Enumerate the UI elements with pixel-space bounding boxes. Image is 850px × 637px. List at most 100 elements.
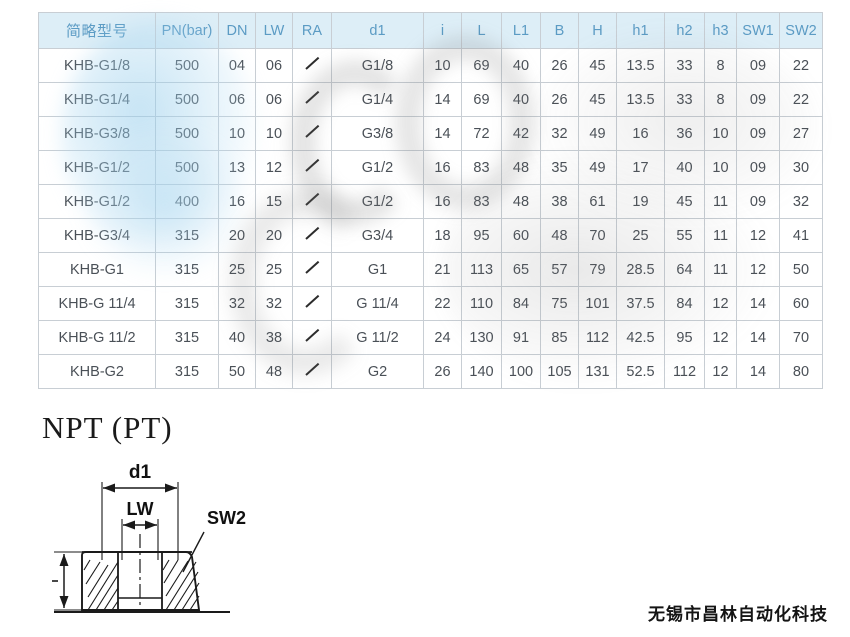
table-row: KHB-G1 315 25 25 G1 21 113 65 57 79 28.5 64 11 12 50 — [38, 252, 823, 287]
cell-h: 61 — [578, 184, 617, 219]
column-header-d1: d1 — [331, 12, 424, 49]
cell-l: 130 — [461, 320, 502, 355]
cell-dn: 50 — [218, 354, 256, 389]
hatch-left — [83, 559, 119, 611]
cell-h1: 42.5 — [616, 320, 665, 355]
column-header-h3: h3 — [704, 12, 737, 49]
cell-l: 83 — [461, 150, 502, 185]
cell-pn: 500 — [155, 48, 219, 83]
cell-sw2: 27 — [779, 116, 823, 151]
cell-l: 72 — [461, 116, 502, 151]
table-header: 简略型号 PN(bar) DN LW RA d1 i L L1 B H h1 h… — [38, 12, 823, 49]
ra-slash-icon — [305, 362, 320, 377]
cell-model: KHB-G3/8 — [38, 116, 156, 151]
cell-d1: G1/2 — [331, 150, 424, 185]
sw2-leader — [182, 531, 205, 573]
cell-h3: 8 — [704, 48, 737, 83]
table-row: KHB-G1/4 500 06 06 G1/4 14 69 40 26 45 13.5 33 8 09 22 — [38, 82, 823, 117]
cell-d1: G 11/4 — [331, 286, 424, 321]
cell-h2: 45 — [664, 184, 705, 219]
cell-b: 85 — [540, 320, 579, 355]
technical-drawing: d1 LW SW2 — [52, 462, 322, 637]
company-name: 无锡市昌林自动化科技 — [648, 605, 828, 625]
cell-sw2: 30 — [779, 150, 823, 185]
cell-sw2: 22 — [779, 82, 823, 117]
cell-model: KHB-G 11/4 — [38, 286, 156, 321]
cell-d1: G1 — [331, 252, 424, 287]
cell-sw2: 41 — [779, 218, 823, 253]
cell-h3: 12 — [704, 354, 737, 389]
cell-b: 105 — [540, 354, 579, 389]
ra-slash-icon — [305, 90, 320, 105]
cell-dn: 10 — [218, 116, 256, 151]
cell-b: 26 — [540, 48, 579, 83]
cell-l1: 60 — [501, 218, 541, 253]
cell-sw1: 09 — [736, 150, 780, 185]
table-row: KHB-G1/2 500 13 12 G1/2 16 83 48 35 49 17 40 10 09 30 — [38, 150, 823, 185]
cell-b: 32 — [540, 116, 579, 151]
cell-h3: 10 — [704, 116, 737, 151]
cell-h2: 112 — [664, 354, 705, 389]
cell-model: KHB-G1 — [38, 252, 156, 287]
cell-sw1: 14 — [736, 354, 780, 389]
cell-i: 26 — [423, 354, 462, 389]
column-header-ra: RA — [292, 12, 332, 49]
cell-dn: 13 — [218, 150, 256, 185]
cell-ra — [292, 252, 332, 287]
cell-pn: 500 — [155, 150, 219, 185]
table-row: KHB-G1/2 400 16 15 G1/2 16 83 48 38 61 19 45 11 09 32 — [38, 184, 823, 219]
cell-b: 35 — [540, 150, 579, 185]
cell-lw: 15 — [255, 184, 293, 219]
cell-l1: 65 — [501, 252, 541, 287]
column-header-l1: L1 — [501, 12, 541, 49]
cell-dn: 20 — [218, 218, 256, 253]
cell-h2: 33 — [664, 82, 705, 117]
cell-sw1: 09 — [736, 116, 780, 151]
cell-h1: 37.5 — [616, 286, 665, 321]
cell-pn: 315 — [155, 252, 219, 287]
cell-h1: 16 — [616, 116, 665, 151]
ra-slash-icon — [305, 192, 320, 207]
cell-h1: 17 — [616, 150, 665, 185]
cell-model: KHB-G1/2 — [38, 150, 156, 185]
cell-h1: 19 — [616, 184, 665, 219]
drawing-svg: d1 LW SW2 — [52, 462, 246, 613]
ra-slash-icon — [305, 158, 320, 173]
column-header-h: H — [578, 12, 617, 49]
cell-l: 113 — [461, 252, 502, 287]
cell-i: 16 — [423, 150, 462, 185]
cell-h3: 12 — [704, 286, 737, 321]
cell-dn: 16 — [218, 184, 256, 219]
cell-h3: 8 — [704, 82, 737, 117]
column-header-sw2: SW2 — [779, 12, 823, 49]
table-row: KHB-G3/4 315 20 20 G3/4 18 95 60 48 70 25 55 11 12 41 — [38, 218, 823, 253]
table-body: KHB-G1/8 500 04 06 G1/8 10 69 40 26 45 13.5 33 8 09 22… — [38, 48, 823, 389]
spec-table-container: 简略型号 PN(bar) DN LW RA d1 i L L1 B H h1 h… — [38, 12, 823, 389]
cell-lw: 32 — [255, 286, 293, 321]
ra-slash-icon — [305, 328, 320, 343]
cell-h: 49 — [578, 116, 617, 151]
cell-h2: 84 — [664, 286, 705, 321]
cell-dn: 06 — [218, 82, 256, 117]
cell-sw1: 12 — [736, 252, 780, 287]
table-row: KHB-G2 315 50 48 G2 26 140 100 105 131 52.5 112 12 14… — [38, 354, 823, 389]
ra-slash-icon — [305, 124, 320, 139]
ra-slash-icon — [305, 226, 320, 241]
cell-h: 45 — [578, 48, 617, 83]
cell-d1: G3/4 — [331, 218, 424, 253]
cell-pn: 400 — [155, 184, 219, 219]
cell-l: 110 — [461, 286, 502, 321]
cell-ra — [292, 150, 332, 185]
cell-i: 24 — [423, 320, 462, 355]
drawing-label-lw: LW — [127, 499, 154, 519]
cell-l: 69 — [461, 48, 502, 83]
cell-ra — [292, 184, 332, 219]
cell-pn: 315 — [155, 286, 219, 321]
cell-pn: 315 — [155, 354, 219, 389]
cell-d1: G 11/2 — [331, 320, 424, 355]
column-header-pn: PN(bar) — [155, 12, 219, 49]
cell-l: 83 — [461, 184, 502, 219]
cell-h2: 33 — [664, 48, 705, 83]
cell-l1: 100 — [501, 354, 541, 389]
cell-d1: G3/8 — [331, 116, 424, 151]
